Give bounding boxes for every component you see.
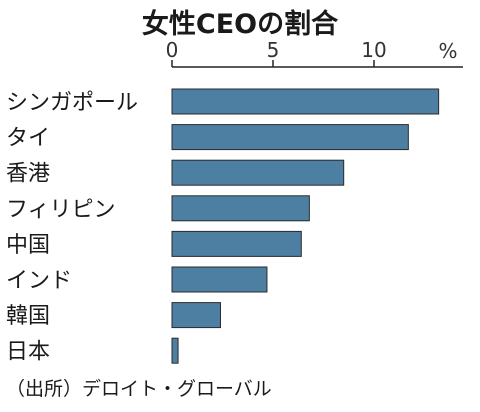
x-tick-label: 5 [267, 38, 280, 62]
category-label: タイ [6, 126, 50, 151]
bar [171, 124, 409, 151]
category-label: 韓国 [6, 304, 50, 329]
x-tick-label: 0 [166, 38, 179, 62]
category-label: シンガポール [6, 91, 138, 116]
category-label: 中国 [6, 233, 50, 258]
x-axis: 0 5 10% [166, 38, 463, 68]
category-label: フィリピン [6, 197, 116, 222]
source-note: （出所）デロイト・グローバル [6, 378, 272, 400]
bar [171, 230, 302, 257]
x-tick-label: 10 [361, 38, 386, 62]
chart-title: 女性CEOの割合 [141, 9, 339, 40]
bar [171, 337, 179, 364]
bar [171, 266, 268, 293]
category-label: 香港 [6, 162, 50, 187]
category-label: インド [6, 269, 72, 294]
bar [171, 302, 221, 329]
bar [171, 159, 345, 186]
bars [171, 88, 440, 364]
x-unit-label: % [438, 39, 457, 63]
bar [171, 195, 310, 222]
category-label: 日本 [6, 340, 50, 365]
bar [171, 88, 440, 115]
